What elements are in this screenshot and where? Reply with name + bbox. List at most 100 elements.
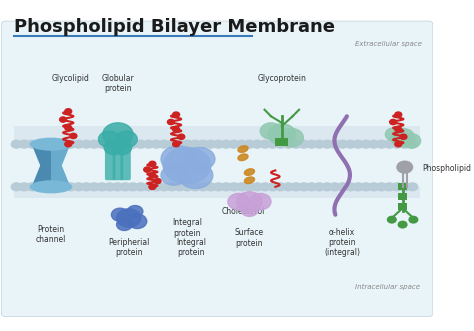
Circle shape [260, 123, 282, 139]
Text: Intracellular space: Intracellular space [355, 284, 420, 290]
FancyBboxPatch shape [275, 138, 288, 146]
Circle shape [154, 178, 161, 184]
Circle shape [306, 183, 317, 191]
Circle shape [111, 208, 128, 221]
Ellipse shape [30, 138, 73, 151]
Circle shape [65, 125, 72, 130]
Polygon shape [51, 144, 71, 187]
Circle shape [291, 140, 301, 148]
FancyBboxPatch shape [105, 147, 115, 180]
Circle shape [182, 183, 192, 191]
Circle shape [167, 140, 177, 148]
Circle shape [50, 140, 61, 148]
Circle shape [81, 140, 91, 148]
Circle shape [70, 133, 77, 139]
Circle shape [99, 131, 120, 147]
Circle shape [322, 183, 332, 191]
Circle shape [58, 140, 68, 148]
Circle shape [395, 142, 402, 147]
Circle shape [384, 140, 394, 148]
Circle shape [167, 183, 177, 191]
Circle shape [385, 128, 402, 141]
Circle shape [143, 183, 154, 191]
Circle shape [392, 183, 402, 191]
Circle shape [112, 183, 123, 191]
Circle shape [120, 183, 130, 191]
Circle shape [97, 183, 107, 191]
Text: Integral
protein: Integral protein [176, 238, 206, 257]
Circle shape [89, 183, 100, 191]
Circle shape [50, 183, 61, 191]
Circle shape [66, 183, 76, 191]
Ellipse shape [245, 177, 255, 184]
Circle shape [128, 183, 138, 191]
Ellipse shape [238, 154, 248, 161]
Circle shape [149, 161, 156, 166]
Circle shape [159, 140, 169, 148]
Circle shape [361, 140, 371, 148]
Circle shape [260, 183, 270, 191]
FancyBboxPatch shape [113, 147, 123, 180]
Circle shape [299, 140, 309, 148]
Circle shape [35, 140, 45, 148]
FancyBboxPatch shape [120, 147, 131, 180]
Circle shape [27, 140, 37, 148]
Text: Integral
protein: Integral protein [172, 218, 202, 238]
Circle shape [237, 192, 263, 212]
Circle shape [275, 140, 286, 148]
Circle shape [173, 127, 180, 132]
Circle shape [228, 193, 249, 210]
Circle shape [244, 183, 255, 191]
Circle shape [368, 140, 379, 148]
Circle shape [42, 183, 53, 191]
Circle shape [58, 183, 68, 191]
Circle shape [229, 140, 239, 148]
FancyBboxPatch shape [14, 126, 420, 198]
Circle shape [104, 183, 115, 191]
Circle shape [120, 140, 130, 148]
Circle shape [198, 140, 208, 148]
Circle shape [136, 183, 146, 191]
Text: Glycoprotein: Glycoprotein [257, 74, 306, 83]
Circle shape [178, 134, 185, 139]
Circle shape [81, 183, 91, 191]
Circle shape [97, 140, 107, 148]
Circle shape [174, 183, 185, 191]
Circle shape [205, 140, 216, 148]
Circle shape [190, 183, 201, 191]
Circle shape [400, 134, 407, 139]
Circle shape [322, 140, 332, 148]
Ellipse shape [245, 169, 255, 175]
Circle shape [167, 119, 174, 125]
Circle shape [249, 193, 271, 210]
Circle shape [330, 140, 340, 148]
Circle shape [400, 183, 410, 191]
Text: α-helix
protein
(integral): α-helix protein (integral) [324, 228, 360, 258]
FancyBboxPatch shape [398, 183, 407, 190]
Circle shape [103, 123, 133, 146]
Circle shape [173, 142, 180, 147]
Circle shape [407, 140, 418, 148]
FancyBboxPatch shape [398, 203, 407, 210]
Circle shape [229, 183, 239, 191]
Circle shape [314, 140, 325, 148]
Circle shape [128, 140, 138, 148]
Circle shape [299, 183, 309, 191]
Circle shape [291, 183, 301, 191]
Circle shape [402, 134, 421, 148]
Circle shape [198, 183, 208, 191]
Circle shape [391, 128, 415, 147]
Circle shape [112, 140, 123, 148]
Circle shape [395, 112, 402, 117]
Circle shape [149, 184, 156, 189]
Circle shape [353, 140, 364, 148]
Text: Cholesterol: Cholesterol [221, 207, 264, 215]
Circle shape [409, 216, 418, 223]
Text: Surface
protein: Surface protein [235, 228, 264, 248]
Circle shape [237, 183, 247, 191]
Circle shape [161, 146, 195, 172]
Ellipse shape [238, 146, 248, 152]
Circle shape [407, 183, 418, 191]
Circle shape [337, 183, 348, 191]
Circle shape [388, 216, 396, 223]
